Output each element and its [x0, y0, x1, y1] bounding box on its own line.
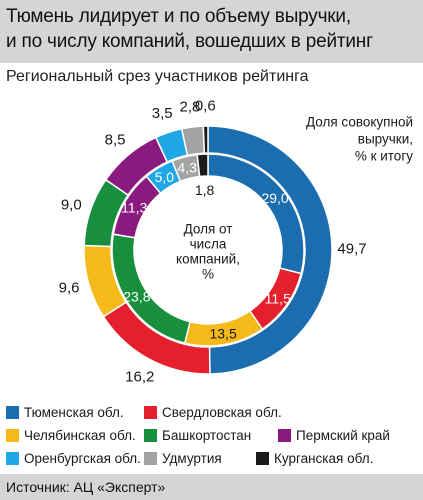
inner-value-label-3: 23,8 [123, 289, 150, 305]
legend-swatch [144, 406, 157, 419]
legend-label: Оренбургская обл. [24, 451, 141, 466]
inner-value-label-6: 4,3 [177, 160, 197, 176]
legend-label: Башкортостан [162, 428, 252, 443]
outer-label-line-1: выручки, [358, 132, 413, 147]
legend-swatch [144, 452, 157, 465]
chart-subtitle: Региональный срез участников рейтинга [6, 68, 309, 85]
inner-value-label-4: 11,3 [121, 200, 147, 216]
legend-label: Удмуртия [162, 451, 222, 466]
legend-swatch [256, 452, 269, 465]
outer-value-label-2: 9,6 [59, 279, 80, 296]
inner-ring-companies [111, 153, 305, 347]
legend-swatch [6, 452, 19, 465]
outer-value-label-5: 3,5 [152, 105, 173, 122]
outer-ring-revenue [83, 125, 333, 375]
center-label-line-2: компаний, [176, 252, 240, 267]
center-label-line-0: Доля от [184, 222, 233, 237]
legend-label: Курганская обл. [274, 451, 374, 466]
outer-slice-0 [207, 125, 333, 375]
legend-swatch [6, 429, 19, 442]
source-note: Источник: АЦ «Эксперт» [6, 479, 166, 495]
legend-swatch [278, 429, 291, 442]
legend-label: Тюменская обл. [24, 405, 124, 420]
chart-title-line-2: и по числу компаний, вошедших в рейтинг [6, 31, 373, 52]
outer-label-line-2: % к итогу [355, 149, 413, 164]
outer-value-label-0: 49,7 [337, 240, 366, 257]
inner-slice-7 [196, 153, 209, 178]
center-label-line-3: % [202, 267, 214, 282]
legend-label: Свердловская обл. [162, 405, 282, 420]
source-bar: Источник: АЦ «Эксперт» [0, 474, 423, 500]
chart-labels: 49,7 16,2 9,6 9,0 8,5 3,5 2,80,6 29,0 11,5 13,5 23… [59, 98, 414, 386]
inner-value-label-2: 13,5 [209, 326, 236, 342]
donut-chart: 49,7 16,2 9,6 9,0 8,5 3,5 2,80,6 29,0 11,5 13,5 23… [59, 98, 414, 386]
legend-swatch [6, 406, 19, 419]
title-bar: Тюмень лидирует и по объему выручки, и п… [0, 0, 423, 63]
chart-title-line-1: Тюмень лидирует и по объему выручки, [6, 6, 351, 27]
outer-value-label-7: 0,6 [195, 98, 216, 115]
inner-value-label-5: 5,0 [155, 169, 175, 185]
inner-value-label-7: 1,8 [195, 182, 215, 198]
legend-swatch [144, 429, 157, 442]
center-label-line-1: числа [190, 237, 227, 252]
outer-slice-7 [202, 125, 209, 154]
inner-value-label-1: 11,5 [265, 291, 291, 307]
legend-label: Челябинская обл. [24, 428, 136, 443]
outer-value-label-3: 9,0 [61, 196, 82, 213]
outer-value-label-1: 16,2 [125, 368, 154, 385]
inner-value-label-0: 29,0 [261, 190, 288, 206]
outer-value-label-6: 2,8 [180, 99, 201, 116]
outer-value-label-4: 8,5 [105, 131, 126, 148]
outer-label-line-0: Доля совокупной [306, 115, 413, 130]
legend-label: Пермский край [296, 428, 390, 443]
